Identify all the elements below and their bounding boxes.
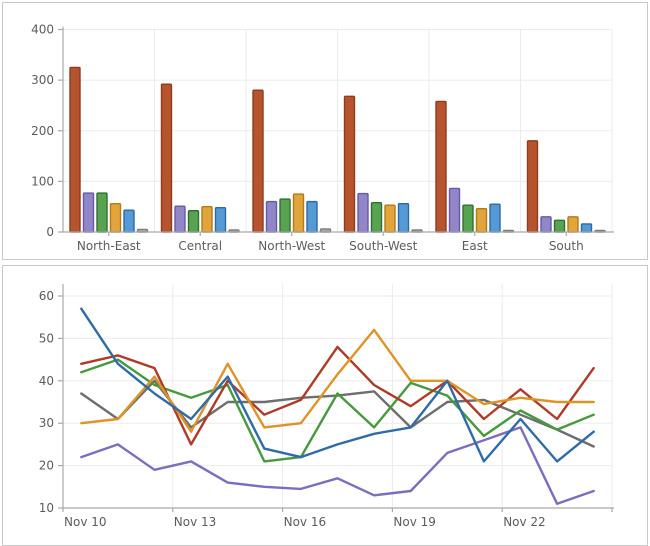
y-axis-tick-label: 40 (39, 374, 54, 388)
bar-South-West-blue (397, 202, 410, 233)
bar-Central-orange (201, 205, 213, 233)
category-label-East: East (462, 239, 488, 253)
bar-South-blue (580, 223, 593, 233)
y-axis-tick-label: 30 (39, 416, 54, 430)
category-label-North-East: North-East (77, 239, 141, 253)
x-axis-date-label: Nov 10 (64, 515, 107, 529)
bar-North-West-orange (292, 193, 305, 233)
x-axis-date-label: Nov 22 (503, 515, 546, 529)
bar-Central-red (160, 83, 173, 233)
y-axis-tick-label: 100 (31, 174, 54, 188)
bar-East-green (462, 204, 474, 233)
line-series-green (80, 358, 595, 463)
bar-North-West-green (279, 198, 291, 233)
bar-East-purple (448, 187, 461, 233)
bar-North-East-orange (109, 202, 122, 233)
line-series-blue (80, 307, 595, 463)
y-axis-tick-label: 300 (31, 73, 54, 87)
category-label-North-West: North-West (258, 239, 325, 253)
bar-South-orange (567, 216, 579, 233)
bar-North-East-red (69, 66, 81, 233)
y-axis-tick-label: 200 (31, 124, 54, 138)
bar-South-green (553, 219, 566, 233)
bar-North-East-purple (82, 192, 95, 233)
bar-North-East-green (96, 192, 108, 233)
bar-North-West-blue (306, 200, 318, 233)
category-label-South-West: South-West (349, 239, 418, 253)
bar-South-West-green (370, 201, 383, 233)
bar-South-red (526, 140, 539, 233)
y-axis-tick-label: 10 (39, 501, 54, 515)
bar-chart-panel: 0 100 200 300 400 North-East Central North-West… (2, 2, 648, 260)
bar-East-red (435, 100, 447, 233)
y-axis-tick-label: 400 (31, 23, 54, 37)
bar-North-West-red (252, 89, 264, 233)
category-label-Central: Central (178, 239, 222, 253)
x-axis-date-label: Nov 13 (174, 515, 217, 529)
y-axis-tick-label: 0 (46, 225, 54, 239)
bar-East-blue (489, 203, 501, 233)
bar-South-West-red (343, 95, 356, 233)
line-chart: 10 20 30 40 50 60 Nov 10 Nov 13 Nov 16 Nov 19 Nov … (39, 284, 614, 529)
bar-South-West-purple (357, 192, 369, 233)
bar-Central-green (187, 210, 200, 233)
bar-East-orange (475, 208, 488, 233)
x-axis-date-label: Nov 16 (284, 515, 327, 529)
line-chart-panel: 10 20 30 40 50 60 Nov 10 Nov 13 Nov 16 Nov 19 Nov … (2, 265, 648, 546)
bar-Central-purple (174, 205, 186, 233)
bar-Central-blue (214, 206, 227, 233)
bar-North-West-purple (265, 200, 278, 233)
y-axis-tick-label: 60 (39, 289, 54, 303)
bar-South-purple (540, 216, 552, 233)
category-label-South: South (549, 239, 584, 253)
line-series-orange (80, 328, 595, 433)
x-axis-date-label: Nov 19 (393, 515, 436, 529)
y-axis-tick-label: 20 (39, 459, 54, 473)
y-axis-tick-label: 50 (39, 331, 54, 345)
bar-North-East-blue (123, 209, 135, 233)
bar-South-West-orange (384, 204, 396, 233)
bar-chart: 0 100 200 300 400 North-East Central North-West… (31, 23, 614, 253)
